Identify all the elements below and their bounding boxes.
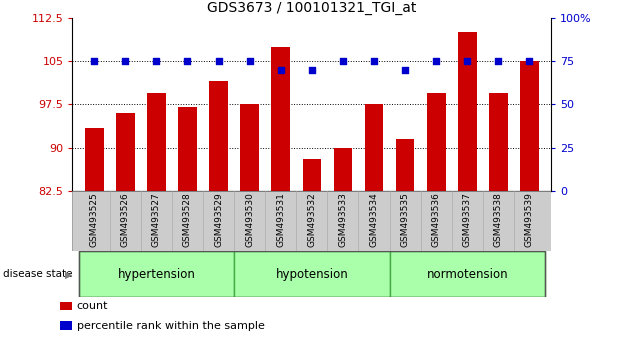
Point: [307, 67, 317, 73]
Text: GSM493533: GSM493533: [338, 193, 347, 247]
Bar: [178, 107, 197, 191]
Point: [214, 58, 224, 64]
Bar: [520, 61, 539, 191]
Bar: [458, 32, 477, 191]
Point: [276, 67, 286, 73]
Bar: [240, 104, 259, 191]
Text: normotension: normotension: [427, 268, 508, 281]
Point: [431, 58, 441, 64]
Text: disease state: disease state: [3, 269, 72, 279]
Text: GSM493529: GSM493529: [214, 193, 223, 247]
Text: hypotension: hypotension: [275, 268, 348, 281]
Bar: [389, 251, 545, 297]
Bar: [234, 251, 389, 297]
Bar: [60, 302, 72, 310]
Bar: [427, 93, 445, 191]
Bar: [60, 321, 72, 330]
Text: GSM493525: GSM493525: [89, 193, 99, 247]
Point: [462, 58, 472, 64]
Text: GSM493534: GSM493534: [370, 193, 379, 247]
Bar: [79, 251, 234, 297]
Text: GSM493537: GSM493537: [463, 193, 472, 247]
Text: GSM493530: GSM493530: [245, 193, 254, 247]
Text: hypertension: hypertension: [117, 268, 195, 281]
Bar: [396, 139, 415, 191]
Text: GSM493531: GSM493531: [277, 193, 285, 247]
Text: ▶: ▶: [65, 269, 72, 279]
Bar: [116, 113, 135, 191]
Title: GDS3673 / 100101321_TGI_at: GDS3673 / 100101321_TGI_at: [207, 1, 416, 15]
Text: percentile rank within the sample: percentile rank within the sample: [77, 321, 265, 331]
Point: [89, 58, 100, 64]
Bar: [209, 81, 228, 191]
Text: GSM493535: GSM493535: [401, 193, 410, 247]
Text: GSM493536: GSM493536: [432, 193, 441, 247]
Point: [120, 58, 130, 64]
Bar: [85, 127, 103, 191]
Point: [400, 67, 410, 73]
Text: GSM493526: GSM493526: [121, 193, 130, 247]
Point: [244, 58, 255, 64]
Bar: [489, 93, 508, 191]
Text: GSM493539: GSM493539: [525, 193, 534, 247]
Bar: [334, 148, 352, 191]
Text: GSM493532: GSM493532: [307, 193, 316, 247]
Point: [151, 58, 161, 64]
Text: count: count: [77, 301, 108, 311]
Bar: [365, 104, 384, 191]
Point: [524, 58, 534, 64]
Text: GSM493527: GSM493527: [152, 193, 161, 247]
Bar: [272, 47, 290, 191]
Bar: [147, 93, 166, 191]
Point: [338, 58, 348, 64]
Point: [183, 58, 193, 64]
Point: [369, 58, 379, 64]
Text: GSM493528: GSM493528: [183, 193, 192, 247]
Bar: [302, 159, 321, 191]
Point: [493, 58, 503, 64]
Text: GSM493538: GSM493538: [494, 193, 503, 247]
